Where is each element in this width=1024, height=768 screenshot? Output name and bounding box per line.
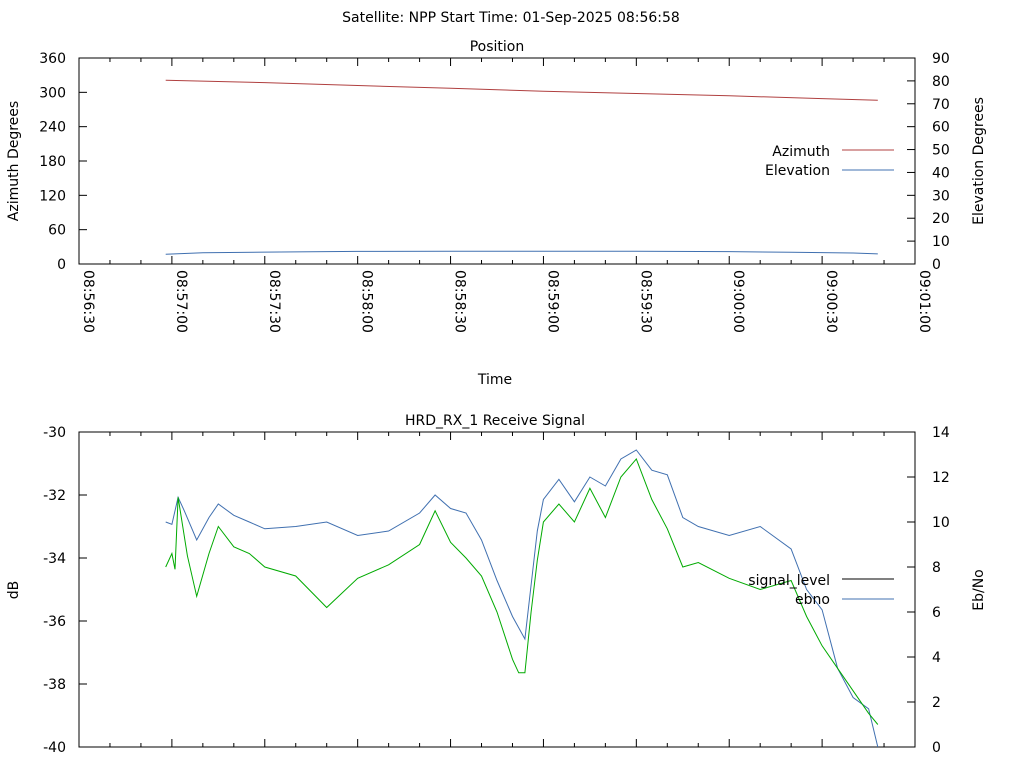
signal-y-left-tick-label: -32 (43, 488, 66, 504)
signal-legend: signal_level ebno (748, 573, 894, 608)
signal-y-left-tick-label: -36 (43, 614, 66, 630)
signal-y-right-tick-label: 10 (932, 515, 950, 531)
position-y-left-tick-label: 0 (57, 257, 66, 273)
position-y-right-tick-label: 30 (932, 188, 950, 204)
position-y-right-tick-label: 20 (932, 211, 950, 227)
position-y-left-label: Azimuth Degrees (6, 101, 22, 221)
signal-plot-frame (78, 431, 916, 748)
position-x-tick-label: 08:59:30 (637, 270, 653, 333)
position-y-right-tick-label: 70 (932, 97, 950, 113)
position-y-right-tick-label: 80 (932, 74, 950, 90)
position-y-left-tick-label: 240 (39, 120, 66, 136)
position-x-tick-label: 08:57:00 (173, 270, 189, 333)
signal-line-ebno (165, 449, 879, 748)
signal-y-right-axis: 0 2 4 6 8 10 12 14 (907, 425, 950, 756)
position-y-right-tick-label: 10 (932, 234, 950, 250)
signal-x-axis (78, 432, 916, 747)
signal-chart: HRD_RX_1 Receive Signal -40-38-36-34-32-… (6, 413, 987, 756)
position-x-tick-label: 09:01:00 (916, 270, 932, 333)
signal-y-left-tick-label: -34 (43, 551, 66, 567)
signal-y-left-tick-label: -40 (43, 740, 66, 756)
position-x-tick-label: 08:58:00 (359, 270, 375, 333)
signal-y-left-label: dB (6, 581, 22, 600)
position-x-tick-label: 09:00:30 (823, 270, 839, 333)
signal-y-right-tick-label: 4 (932, 650, 941, 666)
position-chart-title: Position (470, 39, 525, 55)
position-y-left-tick-label: 120 (39, 188, 66, 204)
signal-y-right-tick-label: 14 (932, 425, 950, 441)
signal-y-right-label: Eb/No (971, 569, 987, 611)
legend-label-elevation: Elevation (765, 163, 830, 179)
position-x-tick-label: 08:59:00 (544, 270, 560, 333)
position-y-left-tick-label: 360 (39, 51, 66, 67)
position-x-tick-label: 08:56:30 (80, 270, 96, 333)
position-y-right-label: Elevation Degrees (971, 97, 987, 225)
signal-series (165, 449, 879, 748)
signal-y-right-tick-label: 8 (932, 560, 941, 576)
signal-y-left-tick-label: -38 (43, 677, 66, 693)
legend-label-ebno: ebno (795, 592, 830, 608)
position-x-tick-label: 09:00:00 (730, 270, 746, 333)
legend-label-azimuth: Azimuth (772, 144, 830, 160)
page-title: Satellite: NPP Start Time: 01-Sep-2025 0… (342, 10, 680, 26)
position-x-tick-label: 08:57:30 (266, 270, 282, 333)
position-line-elevation (165, 250, 878, 255)
position-legend: Azimuth Elevation (765, 144, 894, 179)
position-y-left-tick-label: 300 (39, 85, 66, 101)
position-y-left-tick-label: 60 (48, 223, 66, 239)
position-y-right-tick-label: 0 (932, 257, 941, 273)
position-x-tick-label: 08:58:30 (452, 270, 468, 333)
signal-y-right-tick-label: 6 (932, 605, 941, 621)
position-plot-frame (78, 57, 916, 265)
legend-label-signal-level: signal_level (748, 573, 830, 589)
signal-y-right-tick-label: 12 (932, 470, 950, 486)
signal-y-left-axis: -40 -38 -36 -34 -32 -30 (43, 425, 87, 756)
signal-y-right-tick-label: 0 (932, 740, 941, 756)
position-x-label: Time (477, 372, 512, 388)
position-y-left-tick-label: 180 (39, 154, 66, 170)
position-y-right-tick-label: 60 (932, 120, 950, 136)
position-line-azimuth (165, 79, 878, 101)
signal-y-left-tick-label: -30 (43, 425, 66, 441)
position-chart: Position 08:56:30 08:57:00 08:57:30 08:58:0… (6, 39, 987, 388)
signal-chart-title: HRD_RX_1 Receive Signal (405, 413, 585, 429)
signal-y-right-tick-label: 2 (932, 695, 941, 711)
position-series (165, 79, 878, 255)
signal-line-series-2 (165, 458, 879, 725)
position-y-right-tick-label: 50 (932, 143, 950, 159)
position-y-left-axis: 0 60 120 180 240 300 360 (39, 51, 87, 273)
position-x-axis: 08:56:30 08:57:00 08:57:30 08:58:00 08:58:30… (78, 58, 932, 333)
position-y-right-axis: 0 10 20 30 40 50 60 70 80 90 (907, 51, 950, 273)
position-y-right-tick-label: 90 (932, 51, 950, 67)
position-y-right-tick-label: 40 (932, 165, 950, 181)
